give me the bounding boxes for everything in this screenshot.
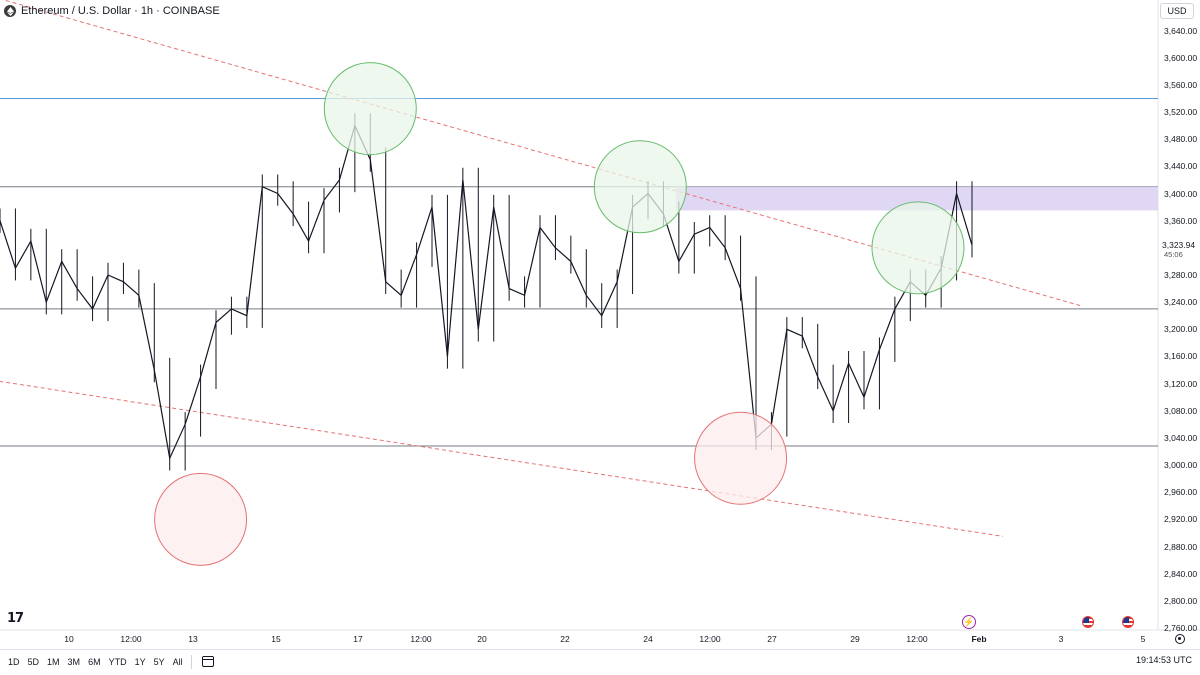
price-axis-label: 3,040.00 (1164, 432, 1198, 443)
tradingview-logo: 17 (7, 611, 24, 626)
bottom-toolbar: 1D 5D 1M 3M 6M YTD 1Y 5Y All (0, 649, 1200, 673)
price-line (0, 123, 973, 461)
time-axis-label: 29 (850, 634, 860, 644)
price-axis-label: 3,560.00 (1164, 79, 1198, 90)
price-axis-label: 3,160.00 (1164, 351, 1198, 362)
time-axis-label: 15 (271, 634, 281, 644)
range-button-ytd[interactable]: YTD (108, 656, 127, 667)
resistance-touch-circle-2 (593, 140, 687, 234)
calendar-icon[interactable] (201, 656, 214, 667)
resistance-touch-circle-3 (871, 201, 965, 295)
range-button-1y[interactable]: 1Y (134, 656, 146, 667)
symbol-title: Ethereum / U.S. Dollar · 1h · COINBASE (21, 5, 220, 17)
price-axis-label: 2,920.00 (1164, 514, 1198, 525)
us-flag-event-icon[interactable] (1122, 616, 1134, 628)
price-axis-label: 2,880.00 (1164, 541, 1198, 552)
price-axis-label: 3,080.00 (1164, 405, 1198, 416)
range-button-5d[interactable]: 5D (27, 656, 40, 667)
range-button-6m[interactable]: 6M (88, 656, 101, 667)
price-axis-label: 3,640.00 (1164, 25, 1198, 36)
price-axis-label: 3,360.00 (1164, 215, 1198, 226)
time-axis-label: 22 (560, 634, 570, 644)
time-axis-label: 13 (188, 634, 198, 644)
time-axis-label: Feb (971, 634, 987, 644)
utc-clock[interactable]: 19:14:53 UTC (1135, 655, 1192, 665)
time-axis-label: 24 (643, 634, 653, 644)
time-axis-label: 20 (477, 634, 487, 644)
lower-descending-trendline (0, 380, 1003, 537)
time-axis-label: 12:00 (699, 634, 721, 644)
range-button-all[interactable]: All (172, 656, 183, 667)
toolbar-separator (190, 654, 192, 669)
ethereum-icon (4, 5, 16, 17)
price-axis-label: 3,480.00 (1164, 134, 1198, 145)
price-axis-label: 3,120.00 (1164, 378, 1198, 389)
us-flag-event-icon[interactable] (1082, 616, 1094, 628)
price-axis-label: 3,000.00 (1164, 460, 1198, 471)
time-axis-label: 10 (64, 634, 74, 644)
currency-button[interactable]: USD (1160, 3, 1194, 19)
price-axis-label: 3,240.00 (1164, 297, 1198, 308)
support-touch-circle-1 (154, 472, 248, 566)
time-axis-label: 27 (767, 634, 777, 644)
axis-settings-icon[interactable] (1175, 634, 1185, 644)
time-axis-label: 12:00 (410, 634, 432, 644)
price-axis-label: 2,760.00 (1164, 623, 1198, 633)
event-lightning-icon[interactable]: ⚡ (962, 615, 976, 629)
price-axis-label: 3,520.00 (1164, 107, 1198, 118)
symbol-header[interactable]: Ethereum / U.S. Dollar · 1h · COINBASE (4, 3, 220, 19)
last-price-label: 3,323.94 (1162, 240, 1196, 251)
price-axis-label: 2,800.00 (1164, 595, 1198, 606)
price-axis-label: 3,200.00 (1164, 324, 1198, 335)
time-axis-label: 5 (1140, 634, 1146, 644)
time-axis-label: 12:00 (906, 634, 928, 644)
price-axis-label: 2,960.00 (1164, 487, 1198, 498)
price-axis-label: 3,280.00 (1164, 269, 1198, 280)
range-button-5y[interactable]: 5Y (153, 656, 165, 667)
price-axis-label: 3,400.00 (1164, 188, 1198, 199)
support-touch-circle-2 (694, 411, 788, 505)
time-axis-label: 12:00 (120, 634, 142, 644)
price-axis-label: 3,600.00 (1164, 52, 1198, 63)
range-button-1m[interactable]: 1M (47, 656, 60, 667)
range-button-3m[interactable]: 3M (67, 656, 81, 667)
bar-countdown: 45:06 (1164, 250, 1183, 260)
price-axis-label: 3,440.00 (1164, 161, 1198, 172)
time-axis-label: 3 (1058, 634, 1064, 644)
resistance-zone (676, 186, 1158, 211)
price-axis-label: 2,840.00 (1164, 568, 1198, 579)
resistance-touch-circle-1 (323, 62, 417, 156)
time-axis-label: 17 (353, 634, 363, 644)
range-button-1d[interactable]: 1D (8, 656, 20, 667)
